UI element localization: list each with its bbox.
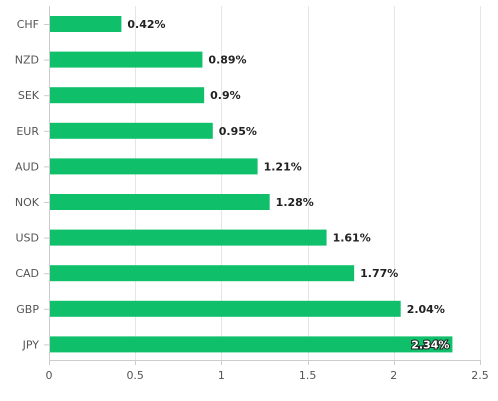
bars — [49, 16, 453, 353]
category-label: USD — [15, 232, 39, 245]
value-label: 0.42% — [127, 18, 165, 31]
category-label: EUR — [16, 125, 39, 138]
x-tick-label: 0 — [46, 369, 53, 382]
category-label: GBP — [16, 303, 39, 316]
labels: 0 0.5 1 1.5 2 2.5 CHF 0.42% NZD 0.89% SEK 0.9% EUR 0.… — [15, 18, 489, 382]
category-label: AUD — [15, 160, 39, 173]
value-label: 1.61% — [333, 232, 371, 245]
category-label: NZD — [15, 54, 39, 67]
bar — [49, 51, 203, 68]
category-label: SEK — [18, 89, 40, 102]
value-label: 0.9% — [210, 89, 241, 102]
x-tick-label: 0.5 — [126, 369, 144, 382]
category-label: CAD — [15, 267, 39, 280]
value-label: 1.77% — [360, 267, 398, 280]
value-label: 2.04% — [407, 303, 445, 316]
bar — [49, 158, 258, 175]
bar — [49, 16, 122, 32]
value-label: 1.28% — [276, 196, 314, 209]
bar — [49, 300, 401, 317]
category-label: CHF — [17, 18, 39, 31]
x-tick-label: 2.5 — [471, 369, 489, 382]
x-tick-label: 2 — [390, 369, 397, 382]
bar — [49, 265, 355, 282]
value-label: 2.34% — [411, 338, 449, 351]
category-label: JPY — [22, 338, 40, 351]
value-label: 0.89% — [208, 54, 246, 67]
category-label: NOK — [15, 196, 40, 209]
value-label: 0.95% — [219, 125, 257, 138]
x-tick-label: 1 — [218, 369, 225, 382]
bar — [49, 87, 205, 104]
bar — [49, 122, 213, 139]
axes — [44, 6, 481, 365]
bar — [49, 336, 453, 353]
value-label: 1.21% — [264, 160, 302, 173]
x-tick-label: 1.5 — [299, 369, 317, 382]
bar — [49, 229, 327, 246]
bar — [49, 194, 270, 210]
